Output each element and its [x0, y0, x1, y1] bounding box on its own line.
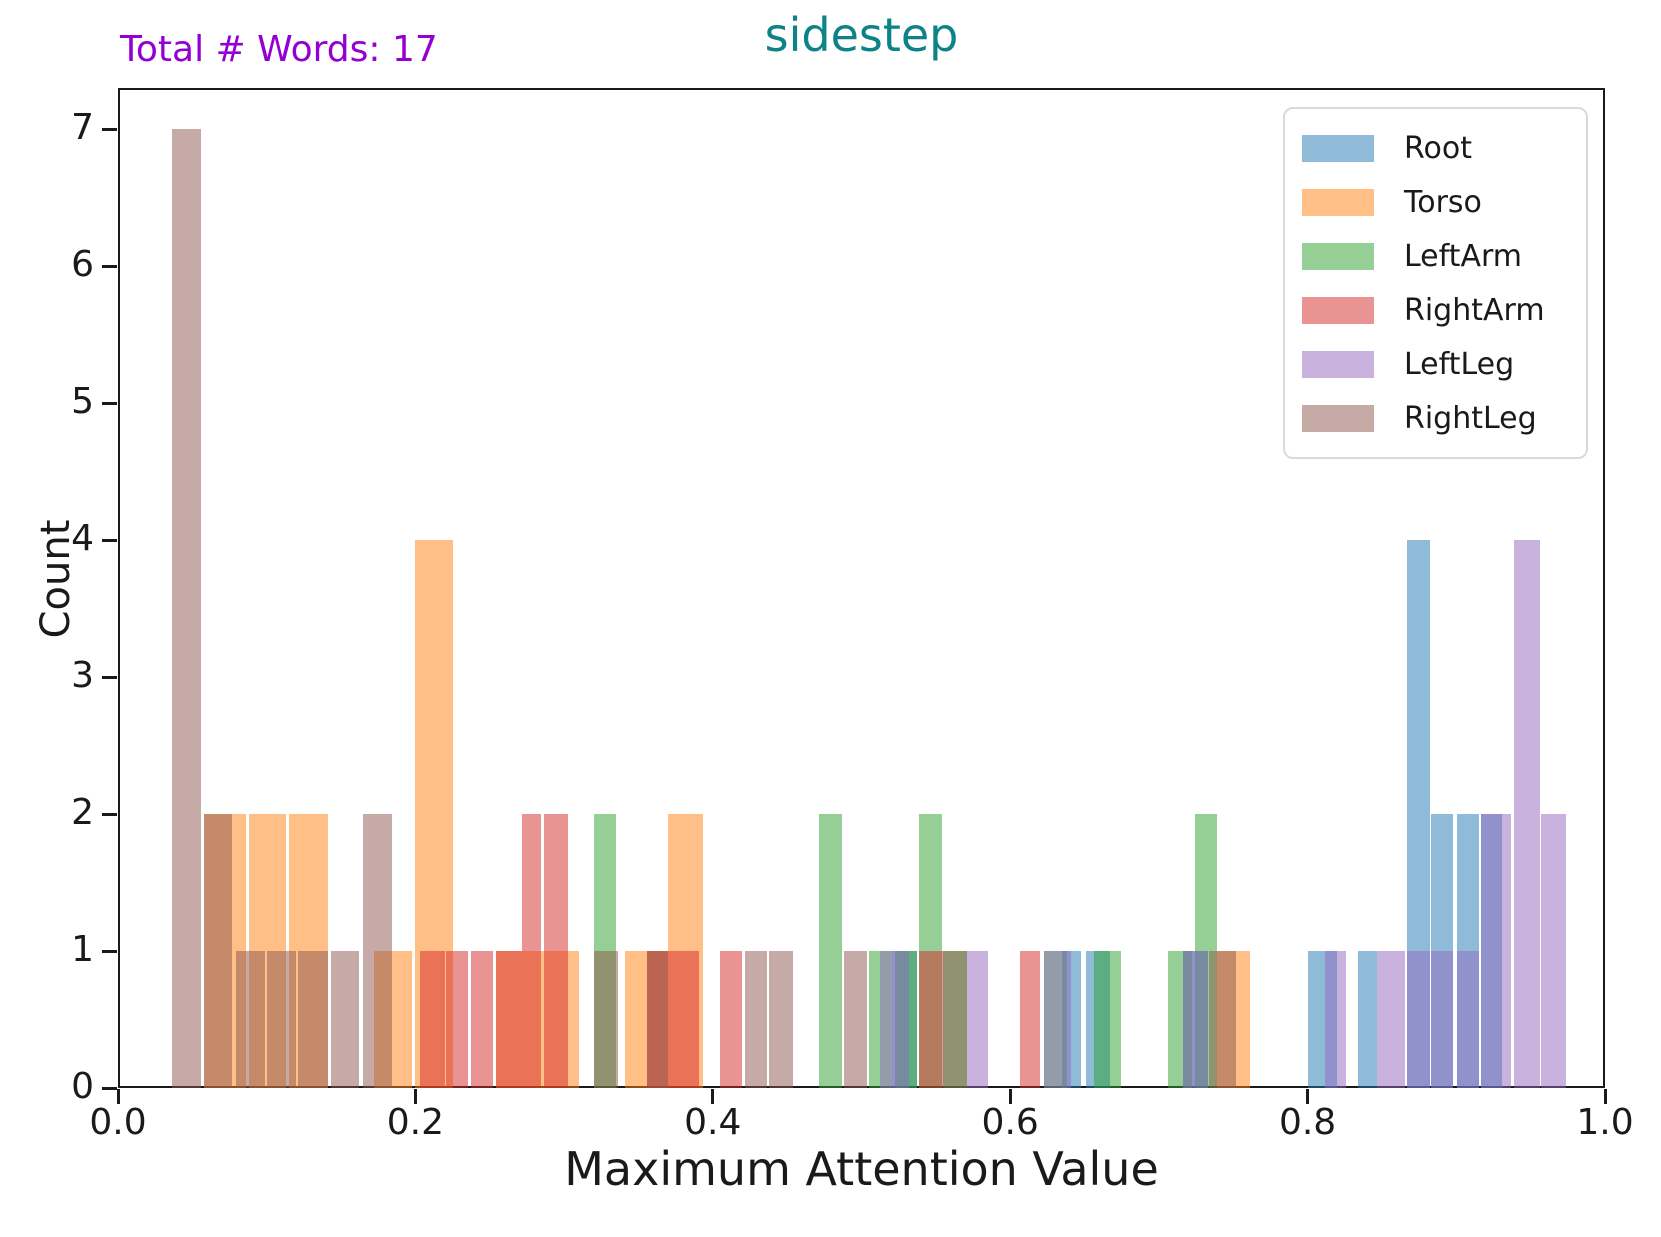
legend-item-rightleg: RightLeg — [1302, 391, 1572, 445]
bar-rightarm — [919, 951, 943, 1088]
bar-leftleg — [1376, 951, 1405, 1088]
x-tick-label: 1.0 — [1576, 1102, 1634, 1143]
bar-leftleg — [1325, 951, 1347, 1088]
bar-rightleg — [844, 951, 868, 1088]
bar-root — [1358, 951, 1377, 1088]
legend-label: Root — [1404, 130, 1472, 166]
chart-title: sidestep — [764, 8, 959, 62]
x-tick-mark — [1603, 1089, 1607, 1104]
legend-label: Torso — [1404, 184, 1482, 220]
legend: Root Torso LeftArm RightArm LeftLeg RightLeg — [1283, 107, 1588, 459]
legend-swatch-rightarm — [1302, 296, 1374, 324]
y-tick-label: 5 — [71, 381, 94, 423]
legend-item-rightarm: RightArm — [1302, 283, 1572, 337]
legend-swatch-torso — [1302, 188, 1374, 216]
bar-leftleg — [1406, 951, 1430, 1088]
y-tick-label: 4 — [71, 518, 94, 560]
total-words-annotation: Total # Words: 17 — [120, 29, 438, 70]
legend-swatch-root — [1302, 134, 1374, 162]
legend-label: LeftArm — [1404, 238, 1522, 274]
plot-area — [118, 88, 1605, 1088]
bar-rightleg — [745, 951, 767, 1088]
bar-leftarm — [819, 814, 842, 1088]
x-tick-mark — [413, 1089, 417, 1104]
y-axis-label: Count — [33, 519, 79, 639]
bar-rightarm — [719, 951, 742, 1088]
y-tick-mark — [102, 401, 117, 405]
bar-leftleg — [880, 951, 909, 1088]
bar-rightleg — [330, 951, 359, 1088]
legend-swatch-rightleg — [1302, 404, 1374, 432]
y-tick-label: 1 — [71, 929, 94, 970]
bar-leftleg — [1431, 951, 1454, 1088]
y-tick-label: 3 — [71, 655, 94, 696]
legend-swatch-leftarm — [1302, 242, 1374, 270]
y-tick-label: 2 — [71, 792, 94, 833]
bar-rightleg — [297, 951, 328, 1088]
bar-rightleg — [1208, 951, 1237, 1088]
x-tick-mark — [1008, 1089, 1012, 1104]
y-tick-mark — [102, 127, 117, 131]
bar-rightarm — [471, 951, 494, 1088]
bar-rightarm — [446, 951, 469, 1088]
y-tick-mark — [102, 264, 117, 268]
bar-leftleg — [1043, 951, 1072, 1088]
y-tick-mark — [102, 949, 117, 953]
y-tick-label: 0 — [71, 1066, 94, 1107]
y-tick-mark — [102, 812, 117, 816]
bar-leftleg — [1457, 951, 1480, 1088]
legend-item-leftleg: LeftLeg — [1302, 337, 1572, 391]
bar-leftleg — [967, 951, 989, 1088]
bar-rightarm — [521, 814, 541, 1088]
bar-rightarm — [420, 951, 445, 1088]
bar-leftleg — [1541, 814, 1567, 1088]
x-tick-mark — [1306, 1089, 1310, 1104]
bar-rightleg — [646, 951, 669, 1088]
x-tick-label: 0.4 — [684, 1102, 742, 1143]
bar-rightleg — [593, 951, 618, 1088]
y-tick-mark — [102, 675, 117, 679]
legend-label: RightArm — [1404, 292, 1545, 328]
legend-item-leftarm: LeftArm — [1302, 229, 1572, 283]
legend-swatch-leftleg — [1302, 350, 1374, 378]
y-tick-mark — [102, 538, 117, 542]
bar-rightarm — [1020, 951, 1041, 1088]
bar-rightleg — [235, 951, 266, 1088]
bar-rightarm — [496, 951, 522, 1088]
x-axis-label: Maximum Attention Value — [564, 1142, 1159, 1196]
x-tick-label: 0.0 — [89, 1102, 147, 1143]
bar-rightleg — [266, 951, 297, 1088]
legend-label: RightLeg — [1404, 400, 1537, 436]
bar-rightleg — [363, 814, 392, 1088]
x-tick-mark — [116, 1089, 120, 1104]
legend-item-torso: Torso — [1302, 175, 1572, 229]
x-tick-label: 0.6 — [981, 1102, 1039, 1143]
y-tick-mark — [102, 1086, 117, 1090]
x-tick-label: 0.2 — [386, 1102, 445, 1143]
y-tick-label: 6 — [71, 244, 94, 286]
x-tick-label: 0.8 — [1278, 1102, 1337, 1143]
legend-label: LeftLeg — [1404, 346, 1515, 382]
bar-leftleg — [1514, 540, 1541, 1088]
bar-leftarm — [1094, 951, 1121, 1088]
bar-rightleg — [769, 951, 793, 1088]
y-tick-label: 7 — [71, 107, 94, 149]
bar-rightleg — [943, 951, 968, 1088]
bar-leftleg — [1480, 814, 1512, 1088]
bar-rightleg — [171, 129, 202, 1088]
bar-rightleg — [204, 814, 233, 1088]
bar-leftleg — [1183, 951, 1208, 1088]
bar-rightarm — [544, 814, 569, 1088]
legend-item-root: Root — [1302, 121, 1572, 175]
x-tick-mark — [711, 1089, 715, 1104]
